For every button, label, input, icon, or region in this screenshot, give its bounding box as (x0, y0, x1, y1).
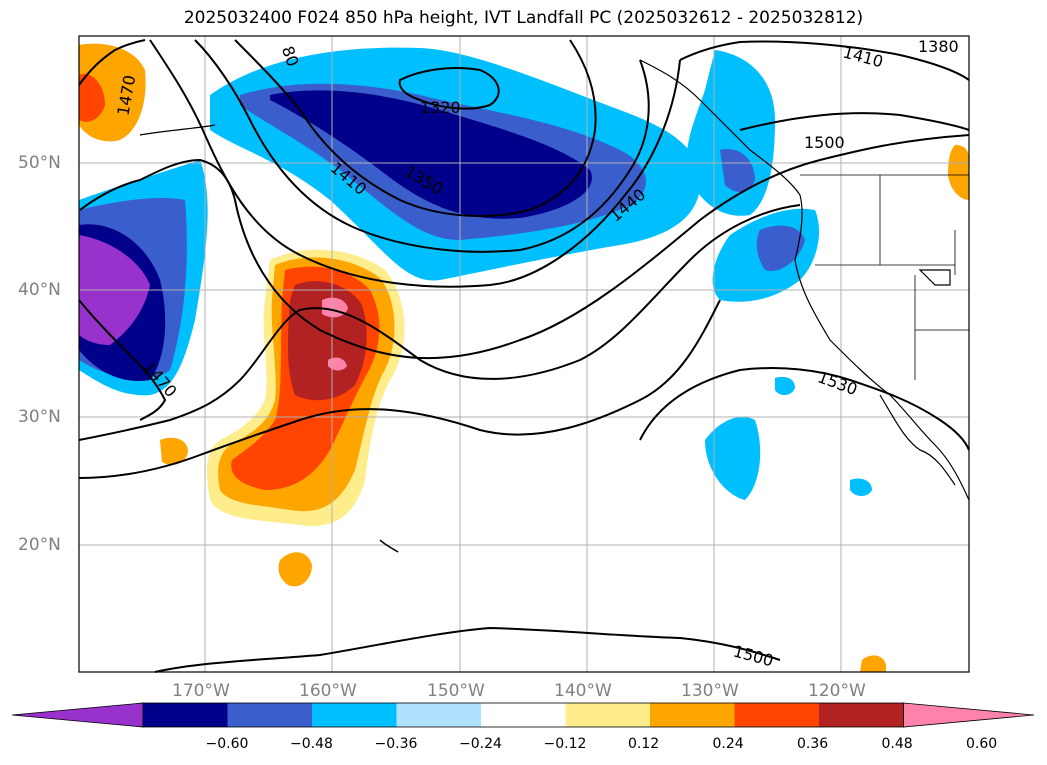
colorbar-extend-high (903, 702, 1035, 728)
colorbar-cell (565, 703, 650, 727)
colorbar-cell (396, 703, 481, 727)
lon-label: 150°W (427, 681, 485, 701)
lon-label: 120°W (808, 681, 866, 701)
colorbar-cell (227, 703, 312, 727)
lat-label: 30°N (18, 407, 61, 427)
colorbar-cell (734, 703, 819, 727)
colorbar-tick-label: 0.48 (881, 736, 913, 752)
colorbar (11, 702, 1035, 728)
colorbar-tick-label: 0.60 (966, 736, 998, 752)
map-title: 2025032400 F024 850 hPa height, IVT Land… (183, 8, 864, 28)
lon-label: 160°W (299, 681, 357, 701)
colorbar-cell (481, 703, 566, 727)
colorbar-tick-label: 0.12 (628, 736, 660, 752)
colorbar-cell (819, 703, 904, 727)
contour-label: 1320 (420, 98, 461, 117)
lon-label: 130°W (681, 681, 739, 701)
coastlines (139, 59, 970, 553)
state-borders (800, 174, 969, 380)
lat-label: 50°N (18, 153, 61, 173)
lon-label: 170°W (172, 681, 230, 701)
colorbar-tick-label: −0.36 (374, 736, 418, 752)
colorbar-tick-label: −0.60 (205, 736, 249, 752)
colorbar-tick-label: 0.24 (712, 736, 744, 752)
contour-label: 1500 (804, 133, 845, 152)
colorbar-tick-label: −0.24 (459, 736, 502, 752)
map-frame (78, 35, 970, 673)
colorbar-tick-label: −0.48 (290, 736, 333, 752)
colorbar-extend-low (11, 702, 144, 728)
lat-label: 20°N (18, 535, 61, 555)
lon-label: 140°W (554, 681, 612, 701)
colorbar-tick-label: −0.12 (543, 736, 587, 752)
map-plot: 1470 1320 1410 1350 1440 1410 1500 1380 … (78, 35, 970, 673)
contour-label: 1380 (918, 37, 959, 56)
ivt-positive-shading (79, 43, 969, 672)
colorbar-cell (143, 703, 228, 727)
colorbar-cell (312, 703, 397, 727)
height-contours (78, 39, 970, 673)
lat-label: 40°N (18, 280, 61, 300)
colorbar-tick-label: 0.36 (797, 736, 829, 752)
colorbar-cell (650, 703, 735, 727)
colorbar-border (142, 702, 904, 728)
graticule (79, 36, 969, 672)
